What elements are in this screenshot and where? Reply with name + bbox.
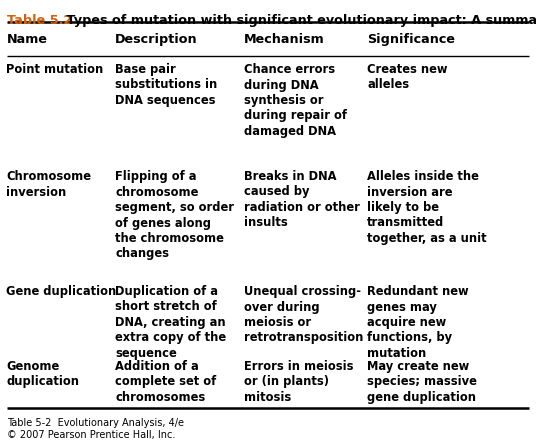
Text: Flipping of a
chromosome
segment, so order
of genes along
the chromosome
changes: Flipping of a chromosome segment, so ord… (115, 170, 234, 260)
Text: Alleles inside the
inversion are
likely to be
transmitted
together, as a unit: Alleles inside the inversion are likely … (367, 170, 487, 245)
Text: Chance errors
during DNA
synthesis or
during repair of
damaged DNA: Chance errors during DNA synthesis or du… (244, 63, 347, 138)
Text: Addition of a
complete set of
chromosomes: Addition of a complete set of chromosome… (115, 360, 217, 404)
Text: Unequal crossing-
over during
meiosis or
retrotransposition: Unequal crossing- over during meiosis or… (244, 285, 363, 344)
Text: Table 5-2  Evolutionary Analysis, 4/e: Table 5-2 Evolutionary Analysis, 4/e (7, 418, 184, 428)
Text: Name: Name (6, 33, 47, 46)
Text: Base pair
substitutions in
DNA sequences: Base pair substitutions in DNA sequences (115, 63, 218, 107)
Text: Genome
duplication: Genome duplication (6, 360, 79, 388)
Text: Point mutation: Point mutation (6, 63, 103, 76)
Text: © 2007 Pearson Prentice Hall, Inc.: © 2007 Pearson Prentice Hall, Inc. (7, 430, 175, 440)
Text: Redundant new
genes may
acquire new
functions, by
mutation: Redundant new genes may acquire new func… (367, 285, 469, 360)
Text: Mechanism: Mechanism (244, 33, 325, 46)
Text: Duplication of a
short stretch of
DNA, creating an
extra copy of the
sequence: Duplication of a short stretch of DNA, c… (115, 285, 226, 360)
Text: Chromosome
inversion: Chromosome inversion (6, 170, 92, 198)
Text: Significance: Significance (367, 33, 455, 46)
Text: Description: Description (115, 33, 198, 46)
Text: Table 5.2: Table 5.2 (7, 14, 72, 27)
Text: Errors in meiosis
or (in plants)
mitosis: Errors in meiosis or (in plants) mitosis (244, 360, 353, 404)
Text: May create new
species; massive
gene duplication: May create new species; massive gene dup… (367, 360, 477, 404)
Text: Breaks in DNA
caused by
radiation or other
insults: Breaks in DNA caused by radiation or oth… (244, 170, 360, 230)
Text: Creates new
alleles: Creates new alleles (367, 63, 448, 92)
Text: Types of mutation with significant evolutionary impact: A summary: Types of mutation with significant evolu… (62, 14, 536, 27)
Text: Gene duplication: Gene duplication (6, 285, 117, 298)
